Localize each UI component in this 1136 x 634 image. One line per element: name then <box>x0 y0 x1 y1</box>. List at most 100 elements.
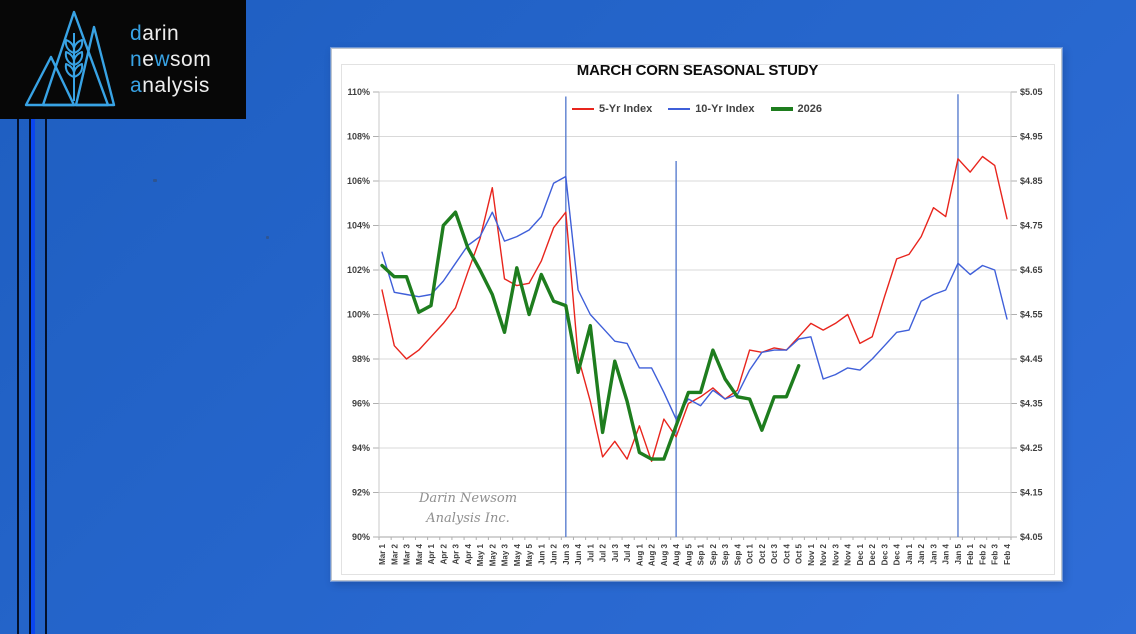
y-left-label: 100% <box>347 310 370 320</box>
x-label: Aug 1 <box>635 543 644 566</box>
chart-window: MARCH CORN SEASONAL STUDY 5-Yr Index 10-Y… <box>331 48 1062 581</box>
x-label: Oct 5 <box>795 543 804 564</box>
x-label: Jan 3 <box>929 543 938 564</box>
x-label: Mar 1 <box>378 543 387 564</box>
legend-item-5-yr-index: 5-Yr Index <box>572 103 652 115</box>
x-label: May 2 <box>488 543 497 566</box>
desktop-speck <box>153 179 157 182</box>
x-label: Oct 2 <box>758 543 767 564</box>
x-label: Sep 2 <box>709 543 718 565</box>
y-left-label: 110% <box>347 87 370 97</box>
gridlines <box>379 91 1011 538</box>
x-label: Sep 1 <box>697 543 706 565</box>
mountains-wheat-icon <box>24 10 116 106</box>
y-left-label: 108% <box>347 132 370 142</box>
x-label: Nov 2 <box>819 543 828 565</box>
axes <box>373 91 1017 540</box>
x-label: Jun 4 <box>574 543 583 564</box>
x-label: Apr 1 <box>427 543 436 564</box>
x-label: Nov 4 <box>844 543 853 565</box>
x-label: Apr 4 <box>464 543 473 564</box>
x-label: Oct 4 <box>782 543 791 564</box>
y-right-label: $4.25 <box>1020 443 1043 453</box>
y-left-label: 96% <box>352 399 370 409</box>
y-left-label: 90% <box>352 532 370 542</box>
x-label: Jul 3 <box>611 543 620 562</box>
x-label: Aug 3 <box>660 543 669 566</box>
x-label: Aug 2 <box>648 543 657 566</box>
x-label: Apr 3 <box>452 543 461 564</box>
chart-legend: 5-Yr Index 10-Yr Index 2026 <box>572 103 822 115</box>
x-label: May 1 <box>476 543 485 566</box>
dna-logo: darin newsom analysis <box>0 0 246 119</box>
legend-swatch <box>668 108 691 110</box>
x-label: Feb 3 <box>991 543 1000 564</box>
chart-object-border <box>341 64 1055 575</box>
desktop-stripe <box>45 119 47 634</box>
logo-text: darin newsom analysis <box>130 21 211 99</box>
legend-label: 2026 <box>797 103 822 115</box>
watermark-line2: Analysis Inc. <box>426 511 510 526</box>
watermark: Darin Newsom Analysis Inc. <box>390 489 546 529</box>
axis-labels: 110% $5.05 108% $4.95 106% $4.85 104% $4.75 102%… <box>347 87 1043 542</box>
x-label: Jun 2 <box>550 543 559 564</box>
x-label: Jan 2 <box>917 543 926 564</box>
y-right-label: $4.95 <box>1020 132 1043 142</box>
x-label: Jul 2 <box>599 543 608 562</box>
x-label: Jan 5 <box>954 543 963 564</box>
desktop-speck <box>266 236 269 239</box>
x-label: Jun 3 <box>562 543 571 564</box>
x-label: Jul 1 <box>586 543 595 562</box>
y-right-label: $4.85 <box>1020 176 1043 186</box>
y-left-label: 104% <box>347 221 370 231</box>
logo-text-line3: analysis <box>130 73 210 97</box>
x-label: Dec 3 <box>880 543 889 565</box>
series-10-yr-index <box>381 175 1008 420</box>
watermark-line1: Darin Newsom <box>418 491 518 506</box>
desktop-stripe <box>17 119 19 634</box>
x-label: Mar 3 <box>403 543 412 564</box>
x-label: Apr 2 <box>439 543 448 564</box>
logo-text-line1: darin <box>130 21 180 45</box>
x-label: Aug 4 <box>672 543 681 566</box>
y-left-label: 92% <box>352 488 370 498</box>
legend-item-10-yr-index: 10-Yr Index <box>668 103 755 115</box>
x-label: Aug 5 <box>684 543 693 566</box>
y-right-label: $4.35 <box>1020 399 1043 409</box>
y-right-label: $4.75 <box>1020 221 1043 231</box>
desktop-stripe <box>29 119 31 634</box>
x-label: Oct 3 <box>770 543 779 564</box>
x-label: Jul 4 <box>623 543 632 562</box>
x-label: Jan 4 <box>942 543 951 564</box>
y-right-label: $4.55 <box>1020 310 1043 320</box>
x-axis-labels: Mar 1 Mar 2 Mar 3 Mar 4 Apr 1 Apr 2 Apr 3 Apr 4… <box>378 543 1012 566</box>
y-right-label: $4.05 <box>1020 532 1043 542</box>
x-label: Dec 1 <box>856 543 865 565</box>
y-left-label: 102% <box>347 265 370 275</box>
chart-title: MARCH CORN SEASONAL STUDY <box>576 62 819 79</box>
legend-swatch <box>572 108 594 110</box>
x-label: Feb 1 <box>966 543 975 564</box>
y-left-label: 98% <box>352 354 370 364</box>
legend-label: 5-Yr Index <box>599 103 653 115</box>
legend-swatch <box>770 107 793 111</box>
y-right-label: $4.45 <box>1020 354 1043 364</box>
x-label: May 4 <box>513 543 522 566</box>
x-label: Nov 1 <box>807 543 816 565</box>
y-right-label: $4.65 <box>1020 265 1043 275</box>
series-5-yr-index <box>381 155 1008 462</box>
x-label: Feb 4 <box>1003 543 1012 564</box>
y-right-label: $5.05 <box>1020 87 1043 97</box>
x-label: Oct 1 <box>746 543 755 564</box>
x-label: Jan 1 <box>905 543 914 564</box>
x-label: Feb 2 <box>978 543 987 564</box>
y-left-label: 106% <box>347 176 370 186</box>
x-label: May 3 <box>501 543 510 566</box>
series-2026 <box>380 210 801 461</box>
legend-label: 10-Yr Index <box>695 103 755 115</box>
x-label: Mar 4 <box>415 543 424 564</box>
annotation-lines <box>565 94 959 537</box>
x-label: Dec 2 <box>868 543 877 565</box>
logo-text-line2: newsom <box>130 47 212 71</box>
x-label: Mar 2 <box>390 543 399 564</box>
